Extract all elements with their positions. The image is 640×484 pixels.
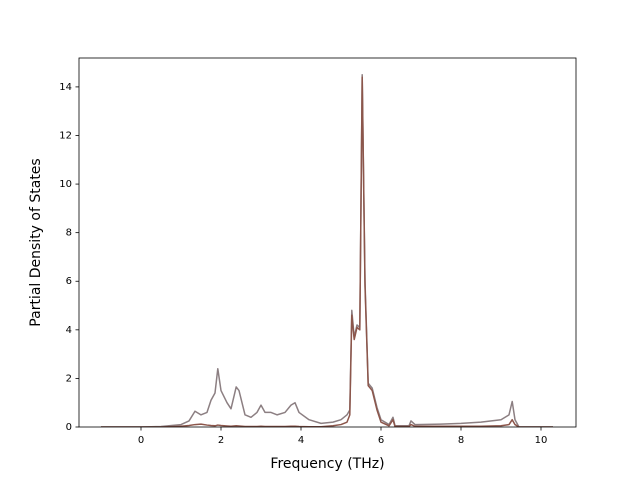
- y-tick-label: 2: [66, 373, 72, 384]
- y-axis-title: Partial Density of States: [28, 158, 44, 326]
- data-line: [101, 76, 553, 427]
- x-tick-label: 8: [458, 435, 464, 446]
- y-tick-label: 10: [59, 179, 72, 190]
- x-tick-label: 2: [218, 435, 224, 446]
- y-tick-label: 0: [66, 422, 72, 433]
- y-tick-label: 12: [59, 130, 72, 141]
- x-tick-label: 10: [535, 435, 548, 446]
- y-tick-label: 8: [66, 228, 72, 239]
- y-tick-label: 14: [59, 82, 72, 93]
- x-tick-label: 0: [138, 435, 144, 446]
- data-line: [101, 74, 553, 427]
- y-tick-label: 6: [66, 276, 72, 287]
- x-tick-label: 4: [298, 435, 304, 446]
- x-axis-title: Frequency (THz): [270, 456, 384, 472]
- y-tick-label: 4: [66, 325, 72, 336]
- x-tick-label: 6: [378, 435, 384, 446]
- plot-frame: [78, 57, 577, 428]
